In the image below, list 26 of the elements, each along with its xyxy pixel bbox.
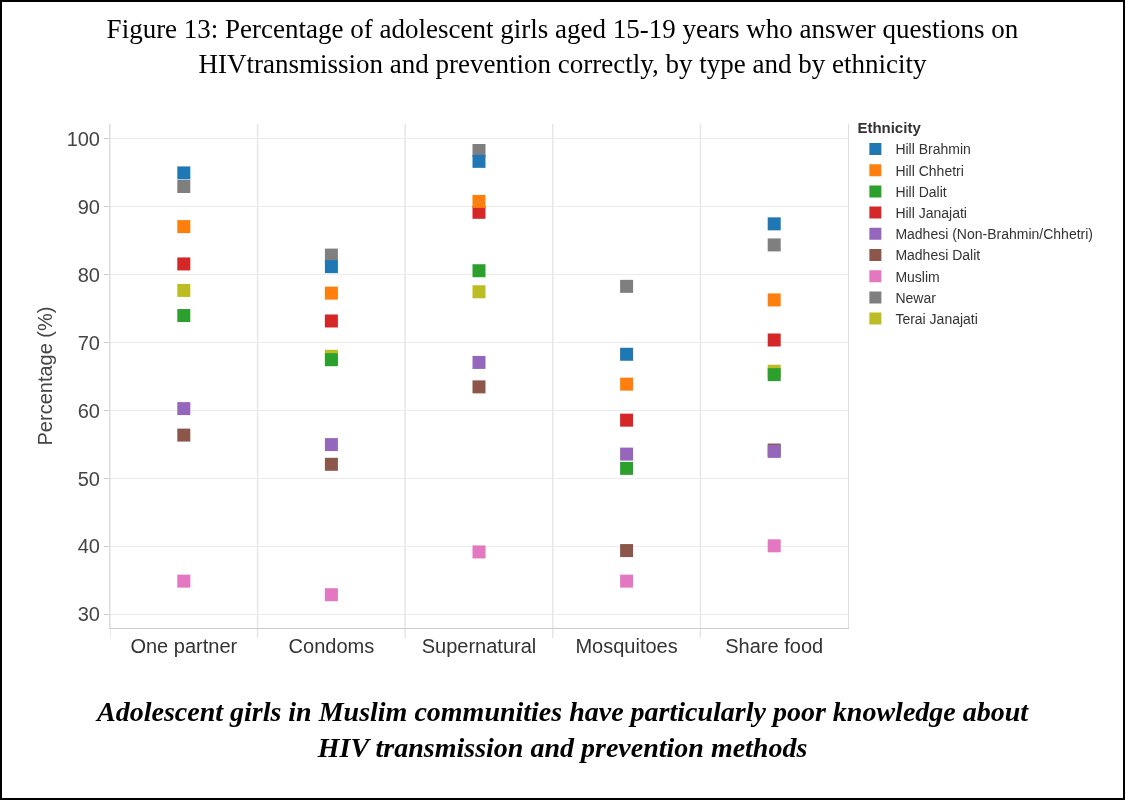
x-tick-label: Supernatural bbox=[421, 635, 537, 657]
y-tick-label: 80 bbox=[77, 263, 100, 286]
legend-label: Hill Janajati bbox=[895, 205, 967, 222]
legend-label: Madhesi Dalit bbox=[895, 247, 981, 264]
y-tick-label: 90 bbox=[77, 195, 100, 218]
legend-label: Muslim bbox=[895, 268, 940, 285]
legend-title: Ethnicity bbox=[857, 119, 922, 137]
legend-label: Terai Janajati bbox=[895, 311, 978, 328]
y-tick-label: 100 bbox=[66, 127, 100, 150]
x-tick-label: Mosquitoes bbox=[575, 635, 678, 657]
chart-title: Figure 13: Percentage of adolescent girls aged 15-19 years who answer questions on HIVtransmission and prevention correctly, by type and by ethnicity bbox=[106, 13, 1019, 79]
x-tick-label: Condoms bbox=[288, 635, 375, 657]
legend-label: Newar bbox=[895, 289, 937, 306]
legend-label: Hill Brahmin bbox=[895, 141, 971, 158]
y-tick-label: 50 bbox=[77, 467, 100, 490]
legend-label: Hill Dalit bbox=[895, 183, 947, 200]
y-tick-label: 70 bbox=[77, 331, 100, 354]
legend-label: Hill Chhetri bbox=[895, 162, 964, 179]
legend-label: Madhesi (Non-Brahmin/Chhetri) bbox=[895, 226, 1094, 243]
x-tick-label: One partner bbox=[130, 635, 238, 657]
text: Adolescent girls in Muslim communities have particularly poor knowledge about HIV transmission and prevention methods bbox=[95, 696, 1030, 764]
y-tick-label: 60 bbox=[77, 399, 100, 422]
y-tick-label: 30 bbox=[77, 603, 100, 626]
x-tick-label: Share food bbox=[725, 635, 824, 657]
y-axis-title: Percentage (%) bbox=[34, 306, 57, 446]
y-tick-label: 40 bbox=[77, 535, 100, 558]
